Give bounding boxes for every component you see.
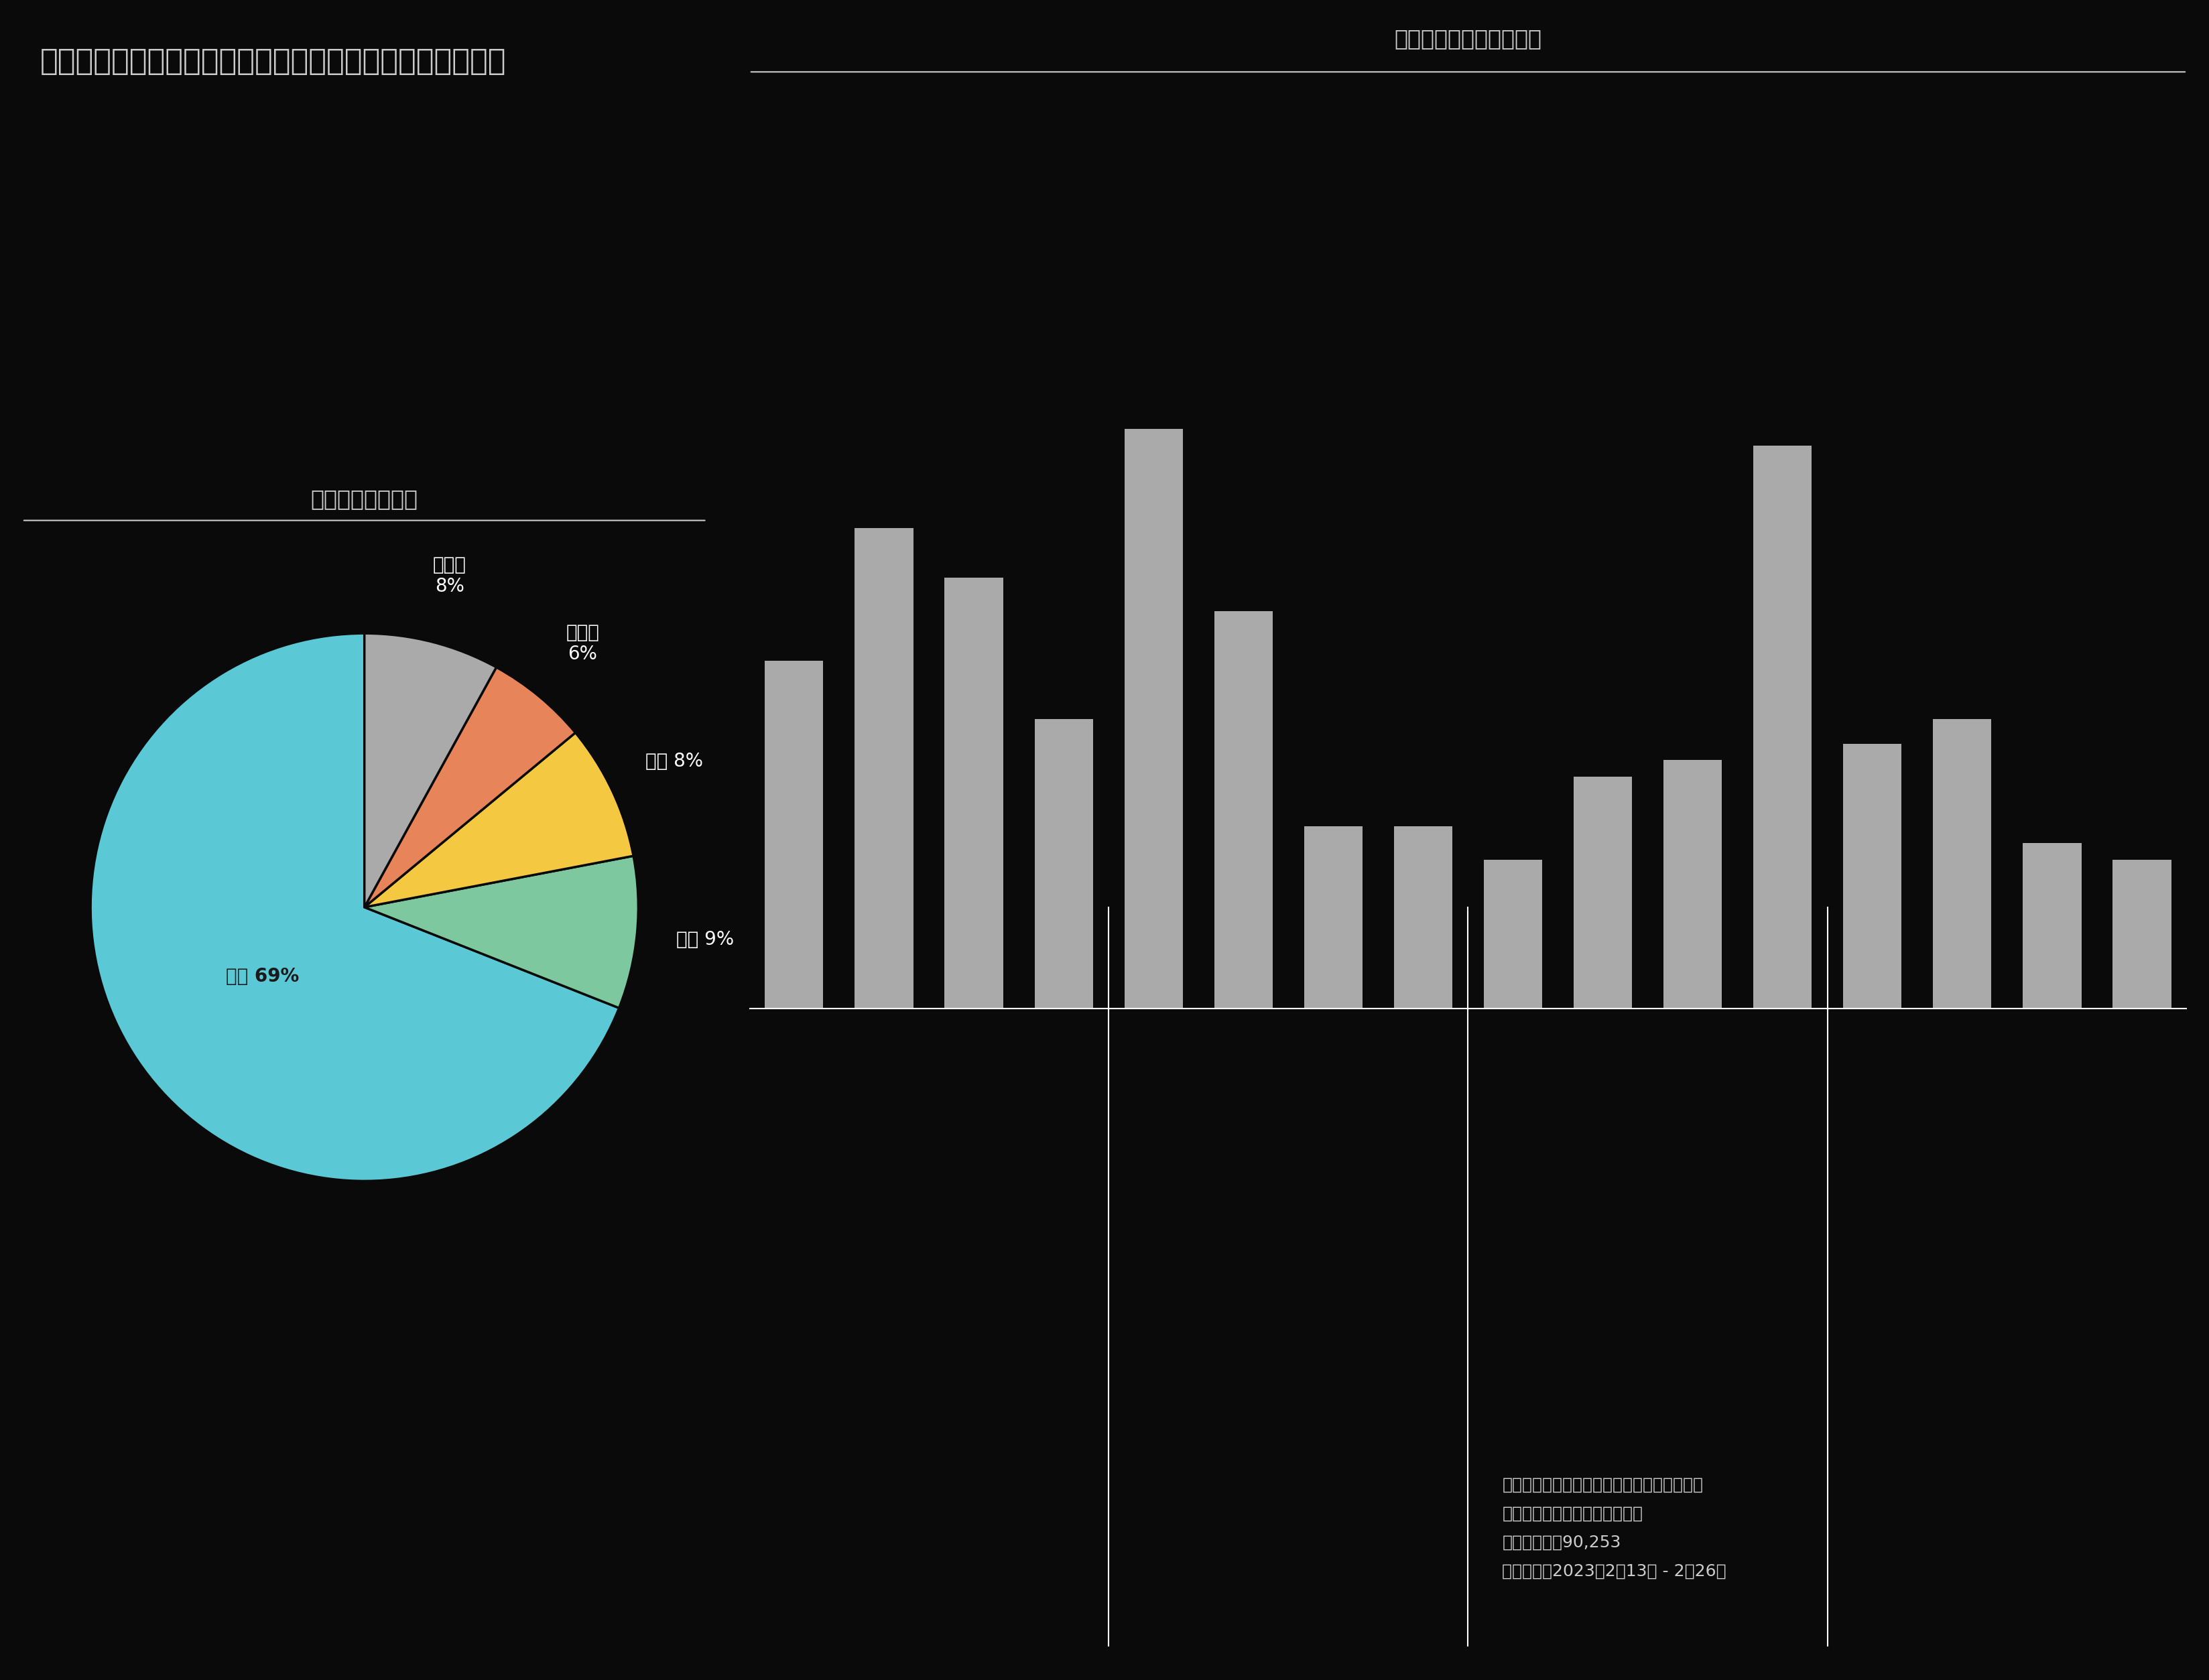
Text: 昼食 9%: 昼食 9% <box>676 931 733 949</box>
Bar <box>2023 843 2081 1008</box>
Wedge shape <box>91 633 619 1181</box>
Bar <box>1842 744 1902 1008</box>
Text: そのシーンに求めること: そのシーンに求めること <box>1394 27 1542 50</box>
Bar <box>1484 860 1542 1008</box>
Bar <box>1124 428 1182 1008</box>
Bar <box>1215 612 1272 1008</box>
Wedge shape <box>364 732 634 907</box>
Bar <box>1933 719 1993 1008</box>
Bar <box>1663 759 1721 1008</box>
Text: 喫食シーン構成比: 喫食シーン構成比 <box>311 489 418 511</box>
Bar <box>764 660 824 1008</box>
Bar <box>855 528 912 1008</box>
Text: ヨーグルトの喫食シーンと、そのシーンに求めることは？: ヨーグルトの喫食シーンと、そのシーンに求めることは？ <box>40 47 506 76</box>
Wedge shape <box>364 667 574 907</box>
Text: 夕食 8%: 夕食 8% <box>645 753 702 771</box>
Bar <box>1394 827 1451 1008</box>
Wedge shape <box>364 633 497 907</box>
Text: データ：ダイニングダイアリー（日記調査）
ベース：ヨーグルト喫食シーン
レコード数：90,253
集計期間：2023年2月13日 - 2月26日: データ：ダイニングダイアリー（日記調査） ベース：ヨーグルト喫食シーン レコード… <box>1502 1477 1727 1579</box>
Bar <box>1754 445 1811 1008</box>
Bar <box>1303 827 1363 1008</box>
Text: その他
8%: その他 8% <box>433 556 466 596</box>
Text: 朝食 69%: 朝食 69% <box>225 968 298 986</box>
Bar <box>1573 776 1632 1008</box>
Bar <box>2112 860 2171 1008</box>
Text: 夕食後
6%: 夕食後 6% <box>566 623 599 664</box>
Bar <box>945 578 1003 1008</box>
Wedge shape <box>364 855 638 1008</box>
Bar <box>1034 719 1093 1008</box>
